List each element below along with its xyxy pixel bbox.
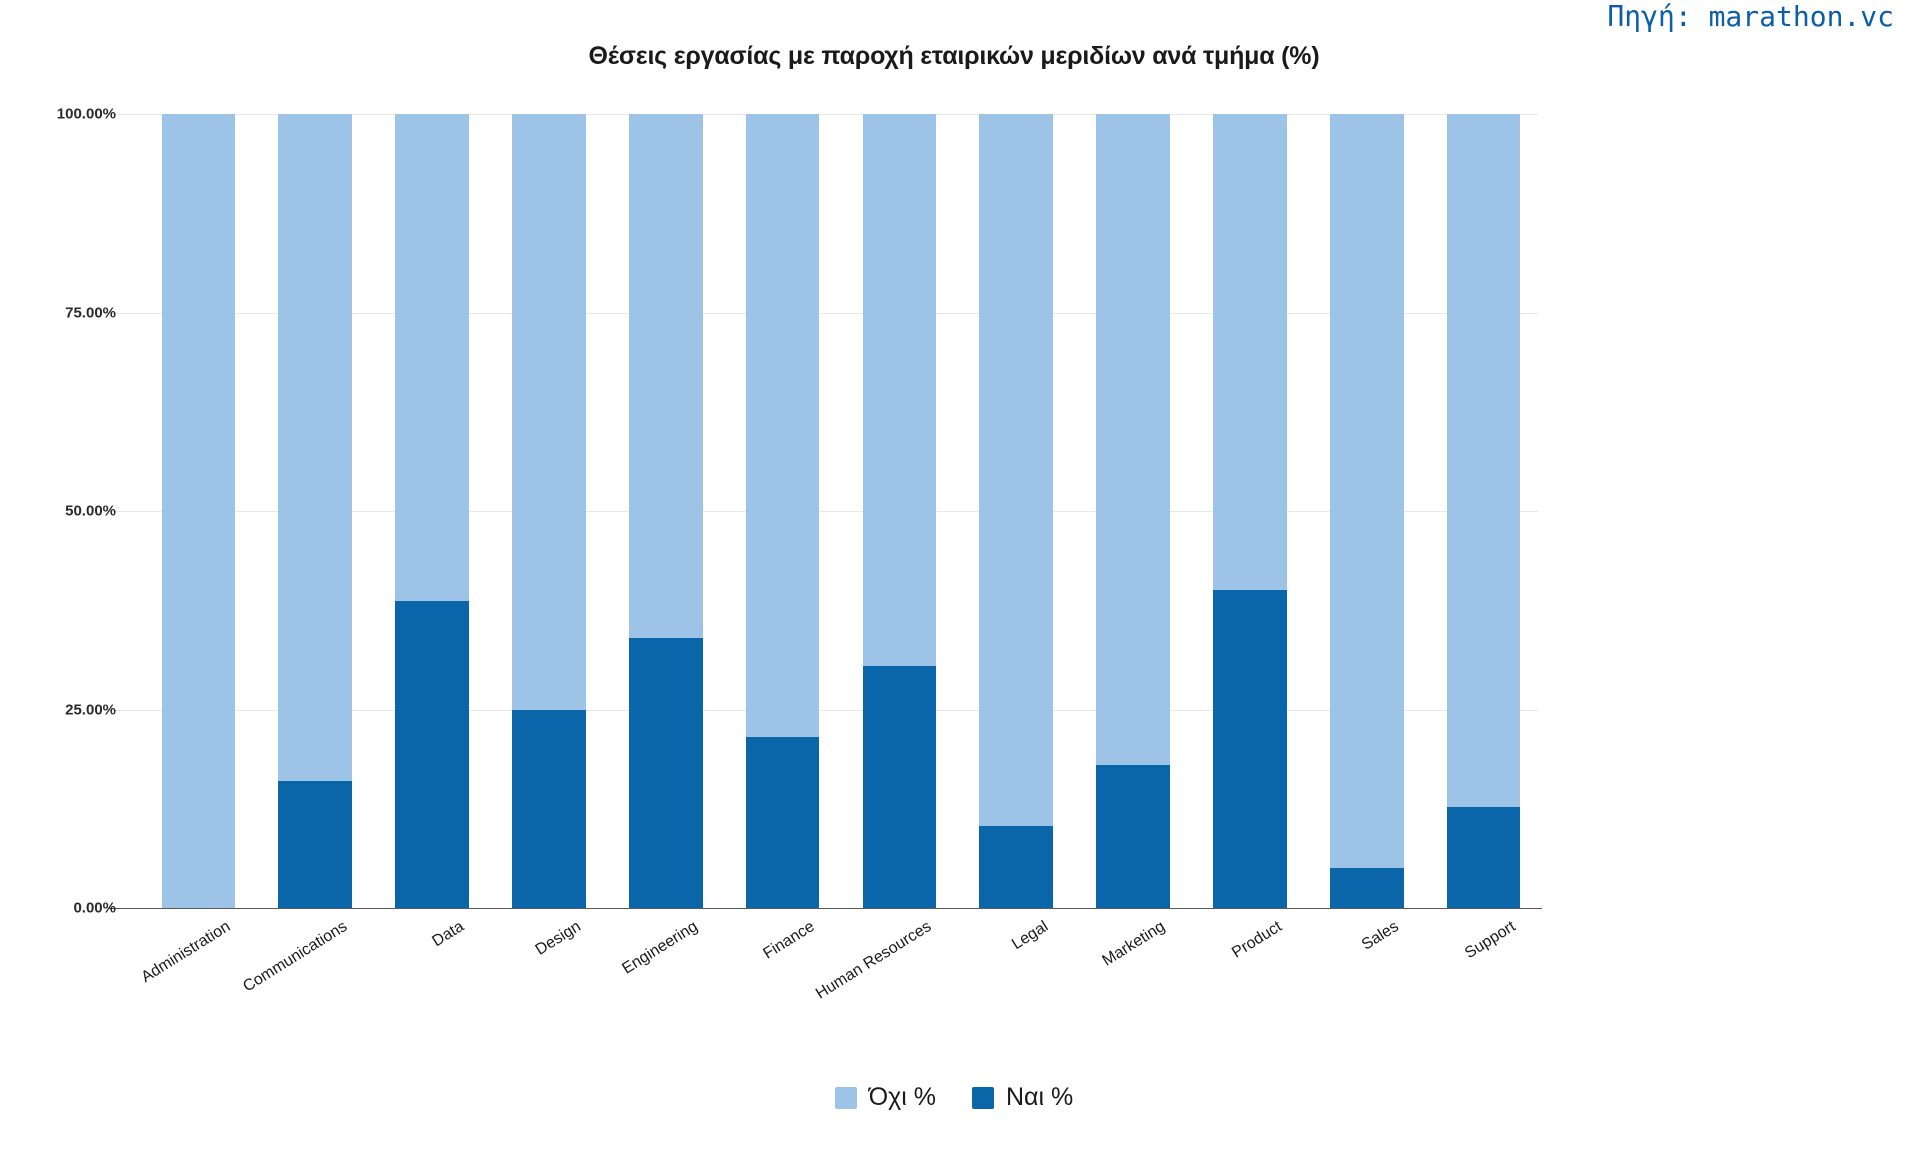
x-axis-tick-label: Administration bbox=[138, 918, 234, 987]
bar-segment-yes[interactable] bbox=[862, 665, 937, 908]
gridline bbox=[108, 511, 1538, 512]
legend-label: Όχι % bbox=[868, 1083, 936, 1111]
bar-segment-no[interactable] bbox=[161, 114, 236, 908]
y-axis-tick-label: 50.00% bbox=[65, 502, 116, 520]
gridline bbox=[108, 908, 1542, 910]
bar-segment-yes[interactable] bbox=[1096, 765, 1170, 908]
bar-group[interactable] bbox=[278, 114, 353, 908]
gridline bbox=[108, 312, 1538, 314]
legend-label: Ναι % bbox=[1005, 1083, 1074, 1111]
bar-segment-no[interactable] bbox=[1329, 114, 1404, 869]
y-axis-tick-label: 25.00% bbox=[65, 701, 116, 718]
bar-segment-no[interactable] bbox=[745, 114, 820, 738]
chart-legend: Όχι % Ναι % bbox=[0, 1083, 1908, 1112]
bar-segment-no[interactable] bbox=[628, 114, 703, 639]
bar-segment-yes[interactable] bbox=[512, 709, 586, 908]
chart-title: Θέσεις εργασίας με παροχή εταιρικών μερι… bbox=[588, 42, 1320, 70]
bar-group[interactable] bbox=[1096, 114, 1170, 908]
bar-segment-yes[interactable] bbox=[745, 737, 820, 908]
bar-group[interactable] bbox=[161, 114, 236, 908]
bar-group[interactable] bbox=[628, 114, 703, 908]
bar-segment-yes[interactable] bbox=[628, 638, 703, 908]
bar-group[interactable] bbox=[1213, 114, 1287, 908]
bar-segment-yes[interactable] bbox=[1329, 868, 1404, 908]
bar-segment-no[interactable] bbox=[1096, 114, 1170, 766]
bar-segment-no[interactable] bbox=[512, 114, 586, 710]
legend-swatch-icon bbox=[834, 1086, 857, 1109]
bar-segment-yes[interactable] bbox=[1446, 807, 1521, 908]
bar-segment-no[interactable] bbox=[395, 114, 469, 601]
legend-swatch-icon bbox=[971, 1086, 994, 1109]
bar-group[interactable] bbox=[1446, 114, 1521, 908]
bar-group[interactable] bbox=[512, 114, 586, 908]
bar-group[interactable] bbox=[395, 114, 469, 908]
source-attribution: Πηγή: marathon.vc bbox=[1607, 0, 1894, 33]
bar-group[interactable] bbox=[1329, 114, 1404, 908]
bar-segment-no[interactable] bbox=[1213, 114, 1287, 591]
bar-segment-no[interactable] bbox=[862, 114, 937, 666]
bar-group[interactable] bbox=[862, 114, 937, 908]
bar-segment-yes[interactable] bbox=[1213, 590, 1287, 908]
bar-segment-yes[interactable] bbox=[395, 600, 469, 908]
gridline bbox=[108, 114, 1538, 115]
y-axis-tick-label: 75.00% bbox=[65, 304, 116, 321]
bar-segment-no[interactable] bbox=[1446, 114, 1521, 808]
y-axis-tick-label: 0.00% bbox=[73, 899, 116, 917]
x-axis-tick-label: Marketing bbox=[1099, 918, 1169, 970]
bar-segment-no[interactable] bbox=[979, 114, 1054, 827]
bar-segment-yes[interactable] bbox=[278, 780, 353, 908]
y-axis-tick-label: 100.00% bbox=[56, 105, 116, 123]
bar-segment-no[interactable] bbox=[278, 114, 353, 781]
bar-group[interactable] bbox=[979, 114, 1054, 908]
gridline bbox=[108, 709, 1538, 711]
legend-item[interactable]: Όχι % bbox=[834, 1083, 936, 1112]
bar-group[interactable] bbox=[745, 114, 820, 908]
legend-item[interactable]: Ναι % bbox=[971, 1083, 1074, 1112]
bar-segment-yes[interactable] bbox=[979, 826, 1054, 908]
